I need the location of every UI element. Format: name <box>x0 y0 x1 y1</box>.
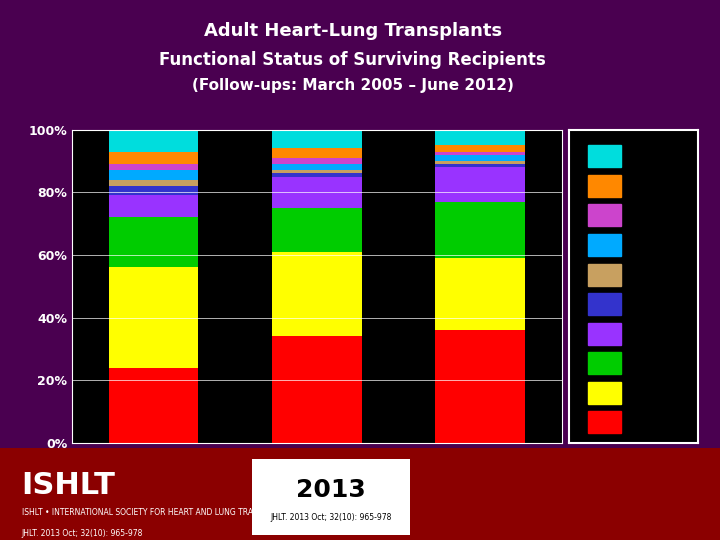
Bar <box>588 234 621 256</box>
Bar <box>588 264 621 286</box>
Bar <box>109 186 199 195</box>
Bar <box>435 201 525 258</box>
Bar <box>109 195 199 217</box>
Bar <box>272 252 361 336</box>
Bar <box>109 267 199 368</box>
Text: ISHLT • INTERNATIONAL SOCIETY FOR HEART AND LUNG TRANSPLANTATION: ISHLT • INTERNATIONAL SOCIETY FOR HEART … <box>22 508 310 517</box>
Bar <box>435 330 525 443</box>
Bar <box>588 411 621 434</box>
Bar <box>435 258 525 330</box>
Bar <box>435 161 525 164</box>
Bar <box>588 382 621 404</box>
Bar <box>109 130 199 152</box>
Bar <box>109 180 199 186</box>
Bar <box>272 173 361 177</box>
Bar <box>272 177 361 208</box>
Bar <box>109 217 199 267</box>
Text: ISHLT: ISHLT <box>22 471 115 500</box>
Text: Adult Heart-Lung Transplants: Adult Heart-Lung Transplants <box>204 22 502 39</box>
Text: JHLT. 2013 Oct; 32(10): 965-978: JHLT. 2013 Oct; 32(10): 965-978 <box>271 514 392 522</box>
Bar <box>588 323 621 345</box>
Text: (Follow-ups: March 2005 – June 2012): (Follow-ups: March 2005 – June 2012) <box>192 78 514 93</box>
Text: JHLT. 2013 Oct; 32(10): 965-978: JHLT. 2013 Oct; 32(10): 965-978 <box>22 529 143 538</box>
Text: 2013: 2013 <box>297 478 366 502</box>
Bar <box>272 208 361 252</box>
Bar <box>109 152 199 164</box>
Bar <box>435 167 525 201</box>
Bar <box>588 205 621 226</box>
Bar <box>272 148 361 158</box>
Bar <box>272 130 361 148</box>
Bar <box>109 164 199 170</box>
Bar <box>272 158 361 164</box>
Bar <box>435 164 525 167</box>
Bar <box>588 175 621 197</box>
Text: Functional Status of Surviving Recipients: Functional Status of Surviving Recipient… <box>159 51 546 69</box>
Bar <box>588 145 621 167</box>
Bar <box>272 336 361 443</box>
Bar <box>588 293 621 315</box>
Bar <box>272 170 361 173</box>
Bar <box>435 152 525 154</box>
Bar <box>109 170 199 180</box>
Bar <box>435 154 525 161</box>
Bar <box>109 368 199 443</box>
Bar <box>435 145 525 152</box>
Bar <box>435 130 525 145</box>
Bar <box>588 352 621 374</box>
Bar <box>272 164 361 170</box>
